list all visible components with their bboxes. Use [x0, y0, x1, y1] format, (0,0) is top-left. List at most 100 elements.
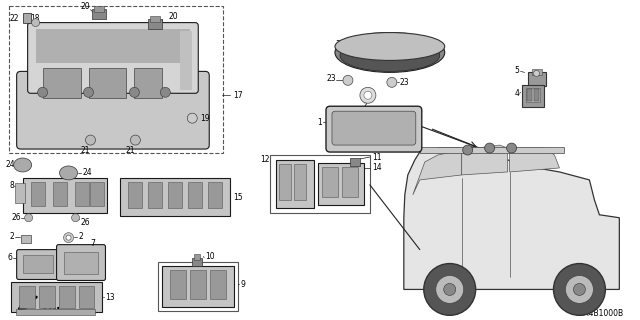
Text: 6: 6: [8, 253, 13, 262]
Circle shape: [484, 143, 495, 153]
Circle shape: [424, 264, 476, 315]
Text: 26: 26: [11, 213, 20, 222]
Text: 5: 5: [515, 66, 520, 75]
Bar: [36, 28, 190, 63]
Circle shape: [83, 87, 93, 97]
Text: 11: 11: [372, 153, 381, 162]
Bar: [527, 72, 545, 86]
FancyBboxPatch shape: [56, 244, 106, 280]
Bar: [93, 9, 106, 19]
Polygon shape: [413, 150, 461, 195]
Bar: [318, 163, 364, 205]
Circle shape: [63, 233, 74, 243]
Bar: [148, 182, 163, 208]
Bar: [22, 13, 31, 23]
Bar: [31, 182, 45, 206]
Bar: [120, 178, 230, 216]
Ellipse shape: [340, 40, 440, 71]
Bar: [158, 261, 238, 311]
Text: 21: 21: [125, 146, 135, 155]
Circle shape: [161, 87, 170, 97]
Bar: [322, 167, 338, 197]
Text: 3: 3: [335, 40, 340, 49]
FancyBboxPatch shape: [332, 111, 416, 145]
Bar: [150, 16, 161, 22]
Text: 13: 13: [106, 293, 115, 302]
Text: 23: 23: [326, 74, 336, 83]
Text: 22: 22: [9, 14, 19, 23]
Ellipse shape: [60, 166, 77, 180]
Bar: [19, 286, 35, 308]
Ellipse shape: [335, 33, 445, 60]
Bar: [420, 147, 564, 153]
Circle shape: [566, 276, 593, 303]
Bar: [134, 68, 163, 98]
Circle shape: [38, 87, 47, 97]
Bar: [342, 167, 358, 197]
Circle shape: [131, 135, 140, 145]
Bar: [188, 182, 202, 208]
Text: 24: 24: [5, 160, 15, 170]
Bar: [276, 160, 314, 208]
Bar: [11, 283, 102, 312]
Ellipse shape: [13, 158, 31, 172]
Circle shape: [534, 70, 540, 76]
Circle shape: [436, 276, 464, 303]
Text: 1: 1: [317, 118, 322, 127]
Bar: [9, 6, 223, 153]
Circle shape: [507, 143, 516, 153]
Text: 23: 23: [400, 78, 410, 87]
Circle shape: [343, 76, 353, 85]
Bar: [148, 19, 163, 28]
Text: 10: 10: [205, 252, 215, 261]
Ellipse shape: [335, 33, 445, 72]
Ellipse shape: [364, 91, 372, 99]
Bar: [350, 158, 360, 166]
Polygon shape: [404, 148, 620, 289]
Bar: [95, 6, 104, 12]
Text: 18: 18: [31, 14, 40, 23]
Bar: [279, 164, 291, 200]
Text: T2A4B1000B: T2A4B1000B: [575, 309, 625, 318]
Circle shape: [463, 145, 473, 155]
Bar: [43, 68, 81, 98]
FancyBboxPatch shape: [17, 250, 59, 279]
Bar: [525, 88, 540, 102]
Circle shape: [554, 264, 605, 315]
Bar: [163, 266, 234, 307]
Text: 20: 20: [168, 12, 178, 21]
Circle shape: [387, 77, 397, 87]
Circle shape: [86, 135, 95, 145]
Text: 20: 20: [81, 2, 90, 11]
Text: 7: 7: [90, 239, 95, 248]
Bar: [534, 89, 538, 101]
Text: 2: 2: [362, 101, 367, 110]
Bar: [52, 182, 67, 206]
FancyBboxPatch shape: [326, 106, 422, 152]
Circle shape: [25, 214, 33, 222]
Text: FR.: FR.: [43, 301, 61, 311]
Circle shape: [72, 214, 79, 222]
Bar: [20, 235, 31, 243]
Bar: [180, 31, 192, 90]
Bar: [129, 182, 142, 208]
Text: 8: 8: [10, 181, 15, 190]
Text: 17: 17: [233, 91, 243, 100]
Text: 14: 14: [372, 164, 381, 172]
Bar: [195, 253, 200, 260]
Bar: [532, 69, 541, 76]
Bar: [90, 182, 104, 206]
Bar: [88, 68, 127, 98]
Text: 2: 2: [10, 232, 15, 241]
Bar: [15, 309, 95, 315]
Bar: [190, 269, 206, 300]
Circle shape: [573, 284, 586, 295]
Bar: [59, 286, 74, 308]
Bar: [22, 178, 108, 213]
Bar: [210, 269, 226, 300]
Bar: [168, 182, 182, 208]
Bar: [270, 155, 370, 213]
FancyBboxPatch shape: [17, 71, 209, 149]
Text: 21: 21: [81, 146, 90, 155]
Text: 19: 19: [200, 114, 210, 123]
